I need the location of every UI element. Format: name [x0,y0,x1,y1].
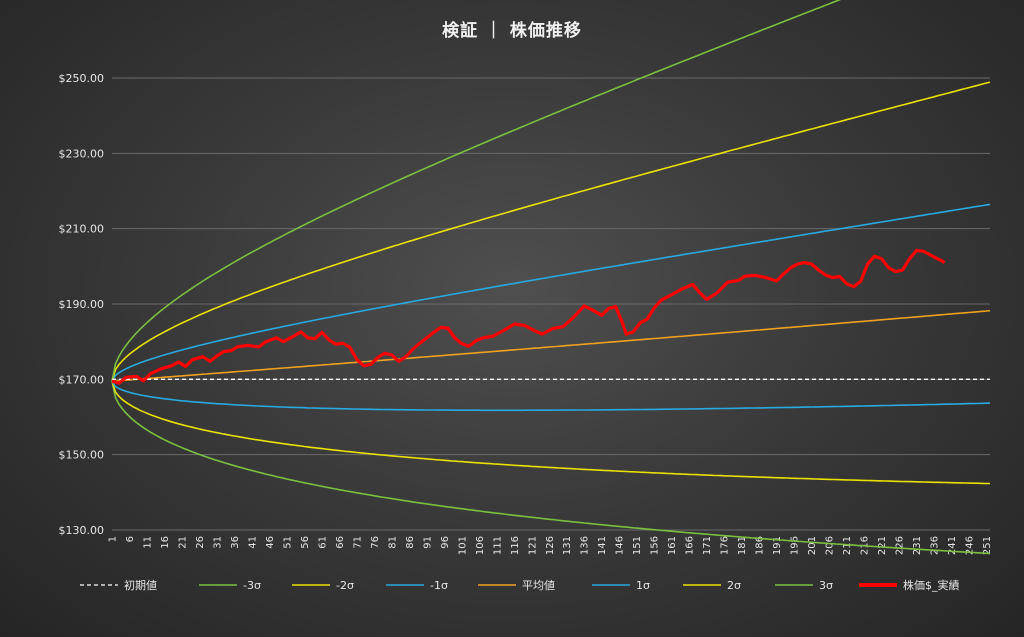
x-tick-label: 96 [440,536,451,549]
y-axis-tick-labels: $130.00 $150.00 $170.00 $190.00 $210.00 $230.… [59,72,105,537]
y-tick-label: $190.00 [59,298,105,311]
y-tick-label: $250.00 [59,72,105,85]
x-tick-label: 181 [737,536,748,555]
x-tick-label: 196 [790,536,801,555]
x-tick-label: 231 [912,536,923,555]
x-tick-label: 236 [930,536,941,555]
x-tick-label: 151 [632,536,643,555]
x-tick-label: 166 [685,536,696,555]
x-tick-label: 156 [650,536,661,555]
x-tick-label: 6 [125,536,136,542]
y-tick-label: $170.00 [59,373,105,386]
x-tick-label: 101 [457,536,468,555]
legend-label: 初期値 [124,578,157,592]
x-tick-label: 76 [370,536,381,549]
x-tick-label: 131 [562,536,573,555]
x-tick-label: 226 [895,536,906,555]
x-tick-label: 126 [545,536,556,555]
series-line [111,248,946,385]
legend-label: 平均値 [522,579,555,592]
x-axis-tick-labels: 1 6 11 16 21 26 31 36 41 46 51 56 61 66 71 76 81 86 91 96 10… [108,536,994,555]
x-tick-label: 46 [265,536,276,549]
legend-label: -2σ [336,579,354,592]
x-tick-label: 91 [422,536,433,549]
legend-label: -3σ [243,579,261,592]
x-tick-label: 221 [877,536,888,555]
series-line [111,203,991,382]
series-lines [111,0,991,555]
x-tick-label: 141 [597,536,608,555]
x-tick-label: 86 [405,536,416,549]
x-tick-label: 116 [510,536,521,555]
x-tick-label: 41 [247,536,258,549]
x-tick-label: 21 [177,536,188,549]
legend-label: 3σ [819,579,833,592]
x-tick-label: 201 [807,536,818,555]
legend: 初期値 -3σ -2σ -1σ 平均値 1σ 2σ 3σ 株価$_実績 [80,578,960,592]
series-line [111,380,990,485]
x-tick-label: 176 [720,536,731,555]
x-tick-label: 11 [142,536,153,549]
legend-label: 株価$_実績 [903,578,960,592]
x-tick-label: 56 [300,536,311,549]
x-tick-label: 171 [702,536,713,555]
x-tick-label: 206 [825,536,836,555]
x-tick-label: 241 [947,536,958,555]
legend-label: 1σ [636,579,650,592]
chart-title: 検証 ｜ 株価推移 [442,20,582,41]
x-tick-label: 191 [772,536,783,555]
x-tick-label: 71 [352,536,363,549]
x-tick-label: 161 [667,536,678,555]
y-tick-label: $230.00 [59,147,105,160]
x-tick-label: 66 [335,536,346,549]
series-line [111,0,842,382]
series-line [111,380,991,412]
y-tick-label: $150.00 [59,449,105,462]
legend-label: 2σ [727,579,741,592]
x-tick-label: 81 [387,536,398,549]
x-tick-label: 61 [317,536,328,549]
x-tick-label: 136 [580,536,591,555]
x-tick-label: 246 [965,536,976,555]
series-line [111,309,991,382]
series-line [111,81,991,382]
x-tick-label: 16 [160,536,171,549]
y-tick-label: $210.00 [59,223,105,236]
x-tick-label: 251 [982,536,993,555]
x-tick-label: 146 [615,536,626,555]
gridlines [112,77,990,531]
x-tick-label: 186 [755,536,766,555]
x-tick-label: 51 [282,536,293,549]
x-tick-label: 31 [212,536,223,549]
x-tick-label: 26 [195,536,206,549]
series-line [111,381,991,555]
x-tick-label: 106 [475,536,486,555]
x-tick-label: 121 [527,536,538,555]
x-tick-label: 111 [492,536,503,555]
x-tick-label: 1 [108,536,119,542]
legend-label: -1σ [430,579,448,592]
x-tick-label: 36 [230,536,241,549]
y-tick-label: $130.00 [59,524,105,537]
